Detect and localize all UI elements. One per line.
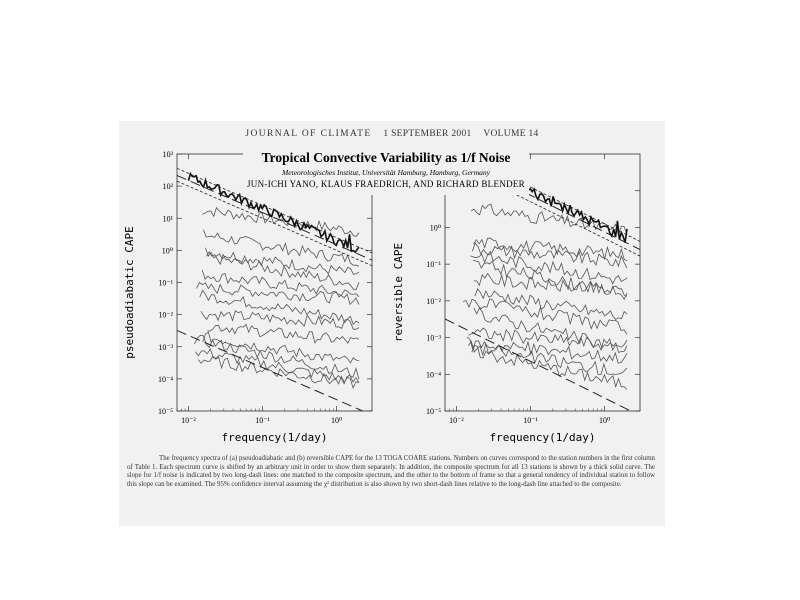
running-header: JOURNAL OF CLIMATE 1 SEPTEMBER 2001 VOLU… [119,129,665,139]
station-spectrum-curve [470,250,628,285]
station-spectrum-curve [199,289,360,326]
station-spectrum-curve [196,281,360,306]
y-tick-label: 10³ [163,150,174,159]
y-tick-label: 10¹ [163,214,174,223]
station-spectrum-curve [197,355,360,390]
y-tick-label: 10⁰ [162,246,173,255]
station-spectrum-curve [468,327,628,352]
panel-b-reversible: 10⁻⁵10⁻⁴10⁻³10⁻²10⁻¹10⁰10¹10⁻²10⁻¹10⁰fre… [392,153,641,444]
y-tick-label: 10⁻⁴ [158,375,173,384]
y-tick-label: 10⁻¹ [426,260,441,269]
y-tick-label: 10⁻² [426,297,441,306]
x-axis-label: frequency(1/day) [490,431,596,444]
issue-date: 1 SEPTEMBER 2001 [383,129,472,139]
composite-spectrum-curve [187,171,360,254]
article-title: Tropical Convective Variability as 1/f N… [262,150,511,165]
station-spectrum-curve [473,237,628,261]
panel-a-pseudoadiabatic: 10⁻⁵ 10⁻⁴ 10⁻³ 10⁻² 10⁻¹ 10⁰ 10¹ 10² 10³ 10⁻² 10⁻¹… [123,150,373,444]
plot-frame [444,153,641,412]
x-tick-label: 10⁻¹ [255,416,270,425]
confidence-short-dash-line [177,167,372,254]
station-spectrum-curve [202,206,360,237]
station-spectrum-curve [466,336,628,364]
author-list: JUN-ICHI YANO, KLAUS FRAEDRICH, AND RICH… [247,179,525,189]
y-tick-label: 10⁻³ [426,334,441,343]
station-spectrum-curve [472,259,628,301]
x-tick-label: 10⁻² [181,416,196,425]
x-tick-label: 10⁰ [331,416,342,425]
station-spectrum-curve [200,310,360,330]
bottom-one-over-f-long-dash-line [177,330,365,411]
volume-number: VOLUME 14 [483,129,539,139]
x-tick-label: 10⁻¹ [523,416,538,425]
y-axis-label: pseudoadiabatic CAPE [123,226,136,358]
station-spectrum-curve [205,247,360,275]
station-spectrum-curve [206,251,360,290]
confidence-short-dash-line [177,180,372,267]
station-spectrum-curve [462,298,628,335]
paper-page-scan: JOURNAL OF CLIMATE 1 SEPTEMBER 2001 VOLU… [119,121,665,526]
y-tick-label: 10⁻² [158,311,173,320]
affiliation: Meteorologisches Institut, Universität H… [281,168,491,177]
station-spectrum-curve [468,340,628,376]
x-axis-label: frequency(1/day) [222,431,328,444]
station-spectrum-curve [201,269,360,298]
title-block-background [243,149,529,195]
station-spectrum-curve [194,334,360,380]
y-tick-label: 10⁻⁵ [426,407,441,416]
y-tick-label: 10⁻¹ [158,279,173,288]
figure-spectra: 10⁻⁵ 10⁻⁴ 10⁻³ 10⁻² 10⁻¹ 10⁰ 10¹ 10² 10³ 10⁻² 10⁻¹… [123,149,641,444]
station-spectrum-curve [471,345,628,390]
y-tick-label: 10² [163,182,174,191]
station-spectrum-curve [472,242,628,269]
station-spectrum-curve [474,287,628,320]
station-spectrum-curve [203,229,360,267]
station-spectrum-curve [195,347,360,385]
one-over-f-long-dash-line [177,175,372,261]
journal-name: JOURNAL OF CLIMATE [245,129,372,139]
x-tick-label: 10⁻² [449,416,464,425]
x-tick-label: 10⁰ [599,416,610,425]
y-tick-label: 10⁻³ [158,343,173,352]
station-spectrum-curve [473,307,628,353]
station-spectrum-curve [202,331,360,364]
y-tick-label: 10⁻⁵ [158,407,173,416]
y-tick-label: 10⁻⁴ [426,370,441,379]
station-spectrum-curve [207,323,360,344]
y-tick-label: 10⁰ [430,223,441,232]
station-spectrum-curve [470,203,628,237]
y-axis-label: reversible CAPE [392,243,405,342]
plot-area [177,167,372,411]
bottom-one-over-f-long-dash-line [445,318,632,411]
plot-area [445,154,640,411]
station-spectrum-curve [473,272,628,297]
figure-caption: The frequency spectra of (a) pseudoadiab… [127,455,655,488]
